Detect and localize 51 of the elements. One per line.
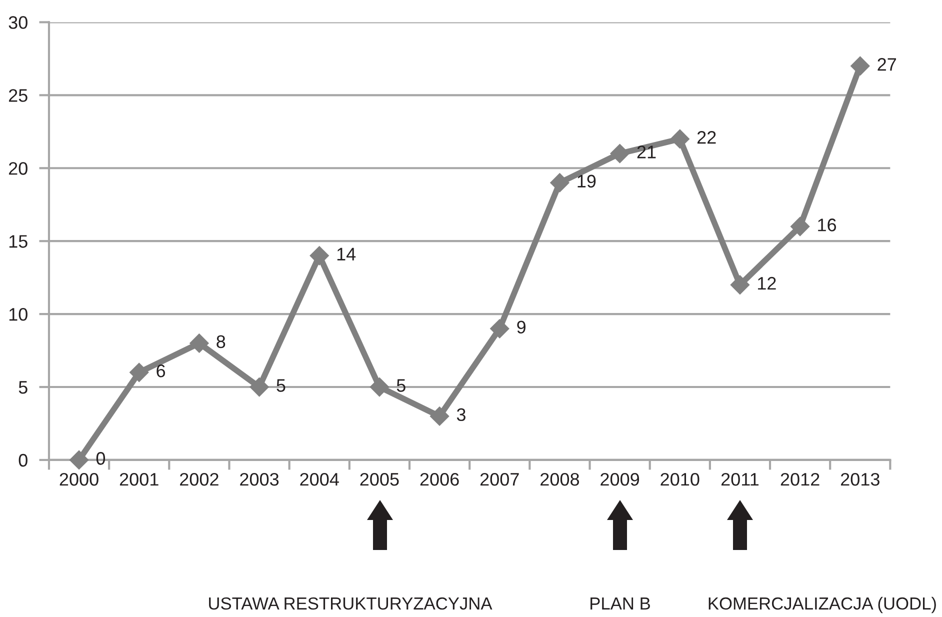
y-tick-label: 30 [8, 16, 28, 29]
data-label: 27 [878, 58, 896, 71]
data-label: 19 [578, 174, 596, 188]
x-tick-label: 2010 [660, 472, 700, 486]
x-tick-label: 2008 [540, 472, 580, 486]
y-tick-label: 5 [18, 381, 28, 394]
text: PLAN B [590, 598, 650, 610]
data-label: 0 [96, 452, 106, 465]
point [430, 406, 450, 426]
point [550, 173, 570, 192]
data-label: 22 [697, 131, 716, 144]
x-tick-label: 2012 [780, 472, 820, 486]
data-label: 12 [758, 276, 776, 290]
point [190, 334, 209, 353]
point [250, 377, 269, 397]
point [490, 319, 510, 338]
x-tick-label: 2009 [600, 472, 640, 486]
point [370, 377, 389, 397]
x-tick-label: 2005 [360, 472, 399, 486]
text: USTAWA RESTRUKTURYZACYJNA [209, 597, 492, 610]
data-label: 8 [216, 335, 226, 348]
x-tick-label: 2007 [480, 472, 519, 486]
point [310, 246, 329, 266]
y-tick-label: 15 [9, 235, 28, 248]
y-tick-label: 0 [18, 454, 28, 467]
data-label: 16 [818, 218, 836, 232]
y-tick-label: 25 [8, 89, 28, 102]
x-tick-label: 2011 [721, 472, 759, 486]
x-tick-label: 2013 [840, 472, 880, 486]
point [850, 56, 870, 76]
data-label: 6 [156, 364, 166, 378]
point [130, 362, 149, 382]
y-tick-label: 20 [8, 162, 28, 175]
x-tick-label: 2001 [120, 472, 158, 486]
point [730, 275, 750, 294]
data-label: 5 [276, 379, 286, 392]
point [670, 129, 690, 148]
x-tick-label: 2004 [300, 472, 339, 486]
point [610, 144, 630, 164]
x-tick-label: 2002 [180, 472, 218, 486]
data-label: 5 [396, 379, 406, 392]
x-tick-label: 2003 [240, 472, 279, 486]
data-label: 3 [456, 408, 466, 422]
data-label: 9 [517, 320, 526, 334]
data-label: 14 [337, 248, 356, 260]
point [69, 450, 89, 470]
text: KOMERCJALIZACJA (UODL) [708, 596, 936, 614]
point [790, 216, 810, 236]
y-tick-label: 10 [9, 308, 28, 321]
x-tick-label: 2006 [420, 472, 459, 486]
x-tick-label: 2000 [60, 472, 98, 486]
